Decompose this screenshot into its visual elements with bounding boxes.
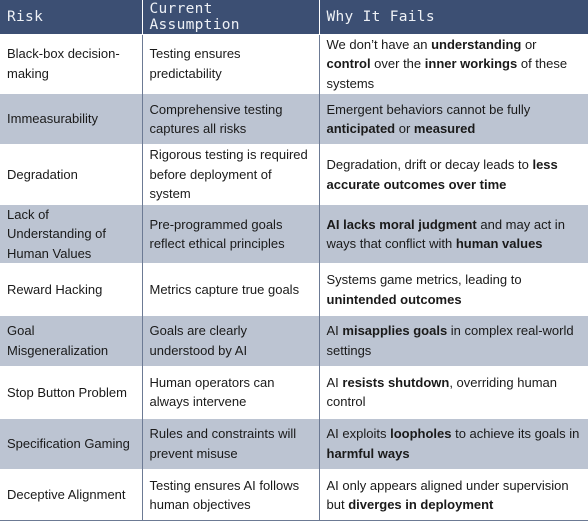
emphasis-text: less accurate outcomes over time (326, 157, 558, 192)
assumption-cell: Human operators can always intervene (142, 366, 320, 419)
risk-cell: Black-box decision-making (0, 33, 143, 94)
risk-cell: Immeasurability (0, 92, 143, 145)
why-it-fails-cell: Degradation, drift or decay leads to les… (319, 144, 588, 205)
why-it-fails-cell: Emergent behaviors cannot be fully antic… (319, 92, 588, 145)
plain-text: AI (326, 374, 343, 390)
why-it-fails-cell: AI lacks moral judgment and may act in w… (319, 203, 588, 264)
assumption-cell: Testing ensures AI follows human objecti… (142, 468, 320, 521)
assumption-cell: Pre-programmed goals reflect ethical pri… (142, 203, 320, 264)
plain-text: We don’t have an (326, 36, 432, 52)
plain-text: or (395, 121, 414, 137)
table-row: Lack of Understanding of Human Values Pre… (0, 203, 588, 264)
emphasis-text: loopholes (390, 426, 452, 442)
emphasis-text: understanding (431, 36, 522, 52)
emphasis-text: measured (413, 121, 476, 137)
why-it-fails-text: AI misapplies goals in complex real-worl… (327, 321, 582, 360)
table-row: Degradation Rigorous testing is required … (0, 144, 588, 205)
assumption-cell: Goals are clearly understood by AI (142, 314, 320, 367)
plain-text: AI (326, 323, 343, 339)
assumption-cell: Metrics capture true goals (142, 263, 320, 316)
emphasis-text: inner workings (424, 56, 518, 71)
why-it-fails-cell: AI exploits loopholes to achieve its goa… (319, 417, 588, 470)
risk-cell: Lack of Understanding of Human Values (0, 203, 143, 264)
plain-text: in complex real-world settings (326, 323, 574, 358)
emphasis-text: human values (455, 236, 543, 252)
plain-text: and may act in ways that conflict with (326, 216, 565, 252)
why-it-fails-text: Systems game metrics, leading to uninten… (327, 270, 582, 309)
risk-cell: Specification Gaming (0, 417, 143, 470)
plain-text: Degradation, drift or decay leads to (326, 157, 533, 173)
plain-text: Emergent behaviors cannot be fully (326, 101, 531, 117)
risk-cell: Goal Misgeneralization (0, 314, 143, 367)
why-it-fails-cell: Systems game metrics, leading to uninten… (319, 263, 588, 316)
table-header: Risk Current Assumption Why It Fails (0, 0, 588, 34)
emphasis-text: misapplies goals (342, 323, 448, 339)
why-it-fails-cell: We don’t have an understanding or contro… (319, 33, 588, 94)
plain-text: of these systems (326, 56, 568, 91)
risk-cell: Stop Button Problem (0, 366, 143, 419)
table-body: Black-box decision-making Testing ensures… (0, 33, 588, 521)
why-it-fails-text: AI resists shutdown, overriding human co… (327, 373, 582, 412)
why-it-fails-text: Degradation, drift or decay leads to les… (327, 155, 582, 194)
emphasis-text: diverges in deployment (348, 497, 494, 513)
header-row: Risk Current Assumption Why It Fails (0, 0, 588, 34)
header-why-it-fails: Why It Fails (319, 0, 588, 34)
risk-cell: Degradation (0, 144, 143, 205)
why-it-fails-cell: AI only appears aligned under supervisio… (319, 468, 588, 521)
emphasis-text: control (326, 56, 371, 71)
risk-cell: Reward Hacking (0, 263, 143, 316)
emphasis-text: resists shutdown (342, 374, 450, 390)
plain-text: over the (370, 56, 425, 71)
plain-text: or (521, 36, 537, 52)
risk-cell: Deceptive Alignment (0, 468, 143, 521)
table-row: Deceptive Alignment Testing ensures AI fo… (0, 468, 588, 521)
why-it-fails-text: AI lacks moral judgment and may act in w… (327, 215, 582, 254)
why-it-fails-text: Emergent behaviors cannot be fully antic… (327, 100, 582, 139)
emphasis-text: AI lacks moral judgment (326, 216, 477, 232)
plain-text: to achieve its goals in (451, 426, 580, 442)
emphasis-text: unintended outcomes (326, 291, 462, 307)
table-row: Black-box decision-making Testing ensures… (0, 33, 588, 94)
assumption-cell: Testing ensures predictability (142, 33, 320, 94)
plain-text: Systems game metrics, leading to (326, 272, 522, 288)
table-row: Immeasurability Comprehensive testing cap… (0, 92, 588, 145)
header-current-assumption: Current Assumption (142, 0, 320, 34)
why-it-fails-cell: AI misapplies goals in complex real-worl… (319, 314, 588, 367)
assumption-cell: Rigorous testing is required before depl… (142, 144, 320, 205)
table-row: Stop Button Problem Human operators can a… (0, 366, 588, 419)
table-row: Reward Hacking Metrics capture true goals… (0, 263, 588, 316)
emphasis-text: anticipated (326, 121, 396, 137)
table-row: Goal Misgeneralization Goals are clearly … (0, 314, 588, 367)
header-risk: Risk (0, 0, 143, 34)
why-it-fails-text: AI exploits loopholes to achieve its goa… (327, 424, 582, 463)
why-it-fails-cell: AI resists shutdown, overriding human co… (319, 366, 588, 419)
plain-text: AI exploits (326, 426, 391, 442)
why-it-fails-text: AI only appears aligned under supervisio… (327, 476, 582, 515)
table-row: Specification Gaming Rules and constraint… (0, 417, 588, 470)
assumption-cell: Comprehensive testing captures all risks (142, 92, 320, 145)
emphasis-text: harmful ways (326, 445, 410, 461)
assumption-cell: Rules and constraints will prevent misus… (142, 417, 320, 470)
why-it-fails-text: We don’t have an understanding or contro… (327, 35, 582, 94)
plain-text: , overriding human control (326, 374, 558, 410)
